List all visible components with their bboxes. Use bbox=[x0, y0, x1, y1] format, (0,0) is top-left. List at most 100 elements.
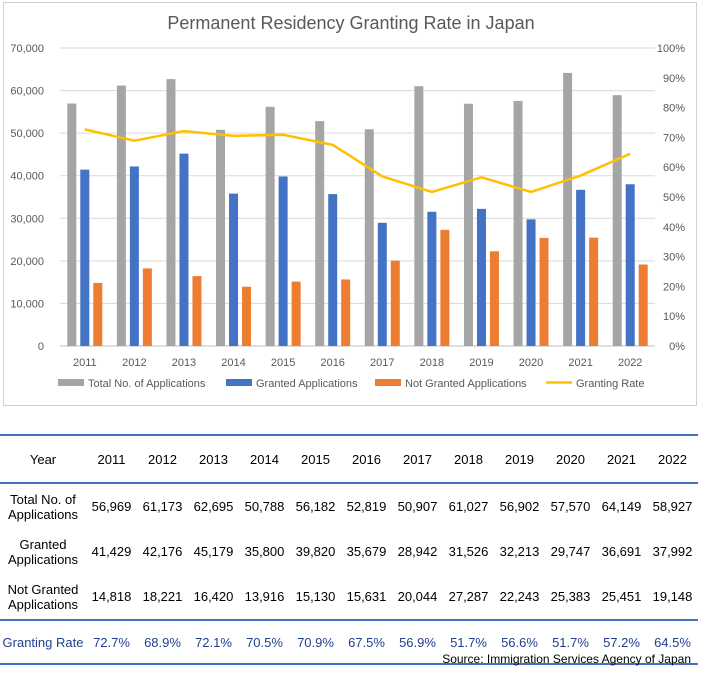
row-label-line: Total No. of bbox=[10, 491, 76, 507]
bar bbox=[526, 219, 536, 346]
y-tick-label: 10,000 bbox=[10, 298, 44, 310]
year-cell: 2022 bbox=[647, 434, 698, 484]
bar bbox=[463, 103, 473, 346]
source-note: Source: Immigration Services Agency of J… bbox=[442, 652, 691, 666]
chart-title: Permanent Residency Granting Rate in Jap… bbox=[167, 13, 534, 33]
table-cell: 19,148 bbox=[652, 589, 693, 604]
y2-tick-label: 30% bbox=[663, 252, 685, 264]
bar bbox=[93, 282, 103, 346]
table-cell: 52,819 bbox=[346, 499, 387, 514]
y-tick-label: 30,000 bbox=[10, 213, 44, 225]
x-tick-label: 2014 bbox=[221, 357, 245, 369]
table-cell: 15,631 bbox=[346, 589, 387, 604]
year-cell: 2013 bbox=[188, 434, 239, 484]
table-cell: 61,027 bbox=[448, 499, 489, 514]
x-tick-label: 2021 bbox=[568, 357, 592, 369]
bar bbox=[638, 264, 648, 346]
table-cell: 16,420 bbox=[193, 589, 234, 604]
line-layer bbox=[84, 128, 631, 194]
row-label: Not Granted Applications bbox=[0, 574, 86, 620]
row-label: Total No. of Applications bbox=[0, 483, 86, 529]
table-cell: 35,800 bbox=[244, 544, 285, 559]
x-tick-label: 2012 bbox=[122, 357, 146, 369]
bar bbox=[265, 106, 275, 347]
row-label-line: Applications bbox=[7, 506, 79, 522]
bar bbox=[142, 268, 152, 346]
legend-swatch bbox=[375, 379, 401, 386]
table-cell: 25,451 bbox=[601, 589, 642, 604]
table-cell: 50,788 bbox=[244, 499, 285, 514]
x-tick-label: 2018 bbox=[420, 357, 444, 369]
bars-layer bbox=[67, 72, 648, 347]
y2-tick-label: 40% bbox=[663, 222, 685, 234]
table-cell: 56.9% bbox=[392, 619, 443, 665]
table-cell: 70.9% bbox=[290, 619, 341, 665]
year-cell: 2015 bbox=[290, 434, 341, 484]
y-tick-label: 60,000 bbox=[10, 86, 44, 98]
year-cell: 2020 bbox=[545, 434, 596, 484]
year-cell: 2019 bbox=[494, 434, 545, 484]
bar bbox=[440, 229, 450, 346]
legend-swatch bbox=[58, 379, 84, 386]
bar bbox=[513, 100, 523, 346]
y2-tick-label: 10% bbox=[663, 311, 685, 323]
x-tick-label: 2013 bbox=[172, 357, 196, 369]
year-cell: 2018 bbox=[443, 434, 494, 484]
bar bbox=[229, 193, 239, 346]
row-label: Granted Applications bbox=[0, 529, 86, 574]
y2-tick-label: 60% bbox=[663, 162, 685, 174]
legend-label: Granted Applications bbox=[256, 378, 358, 390]
table-cell: 18,221 bbox=[142, 589, 183, 604]
bar bbox=[192, 276, 202, 346]
bar bbox=[216, 129, 226, 346]
x-tick-label: 2022 bbox=[618, 357, 642, 369]
y2-tick-label: 20% bbox=[663, 281, 685, 293]
table-cell: 25,383 bbox=[550, 589, 591, 604]
granting-rate-line bbox=[84, 128, 631, 194]
table-cell: 50,907 bbox=[397, 499, 438, 514]
bar bbox=[414, 86, 424, 346]
bar bbox=[612, 95, 622, 346]
bar bbox=[390, 260, 400, 346]
table-row-granted: Granted Applications 41,429 42,176 45,179… bbox=[0, 529, 698, 574]
table-cell: 64,149 bbox=[601, 499, 642, 514]
bar bbox=[315, 121, 325, 346]
table-cell: 58,927 bbox=[652, 499, 693, 514]
table-cell: 37,992 bbox=[652, 544, 693, 559]
table-cell: 56,902 bbox=[499, 499, 540, 514]
year-header: Year bbox=[0, 434, 86, 484]
table-cell: 64.5% bbox=[647, 619, 698, 665]
year-cell: 2016 bbox=[341, 434, 392, 484]
bar bbox=[539, 237, 549, 346]
table-cell: 14,818 bbox=[91, 589, 132, 604]
table-cell: 15,130 bbox=[295, 589, 336, 604]
table-cell: 13,916 bbox=[244, 589, 285, 604]
row-label-line: Applications bbox=[7, 551, 79, 567]
bar bbox=[576, 189, 586, 346]
table-cell: 41,429 bbox=[91, 544, 132, 559]
table-cell: 67.5% bbox=[341, 619, 392, 665]
y2-tick-label: 90% bbox=[663, 73, 685, 85]
year-cell: 2014 bbox=[239, 434, 290, 484]
table-cell: 70.5% bbox=[239, 619, 290, 665]
bar bbox=[291, 281, 301, 346]
bar bbox=[489, 251, 499, 346]
x-tick-label: 2019 bbox=[469, 357, 493, 369]
x-tick-label: 2020 bbox=[519, 357, 543, 369]
bar bbox=[589, 237, 599, 346]
bar bbox=[80, 169, 90, 346]
table-cell: 27,287 bbox=[448, 589, 489, 604]
bar bbox=[563, 72, 573, 347]
year-cell: 2012 bbox=[137, 434, 188, 484]
y2-tick-label: 0% bbox=[669, 341, 685, 353]
x-tick-label: 2015 bbox=[271, 357, 295, 369]
y2-tick-label: 70% bbox=[663, 132, 685, 144]
table-row-not-granted: Not Granted Applications 14,818 18,221 16… bbox=[0, 574, 698, 620]
table-cell: 56,969 bbox=[91, 499, 132, 514]
bar bbox=[242, 286, 252, 346]
table-cell: 20,044 bbox=[397, 589, 438, 604]
table-cell: 62,695 bbox=[193, 499, 234, 514]
table-cell: 51.7% bbox=[545, 619, 596, 665]
row-label: Granting Rate bbox=[0, 619, 86, 665]
table-cell: 57,570 bbox=[550, 499, 591, 514]
